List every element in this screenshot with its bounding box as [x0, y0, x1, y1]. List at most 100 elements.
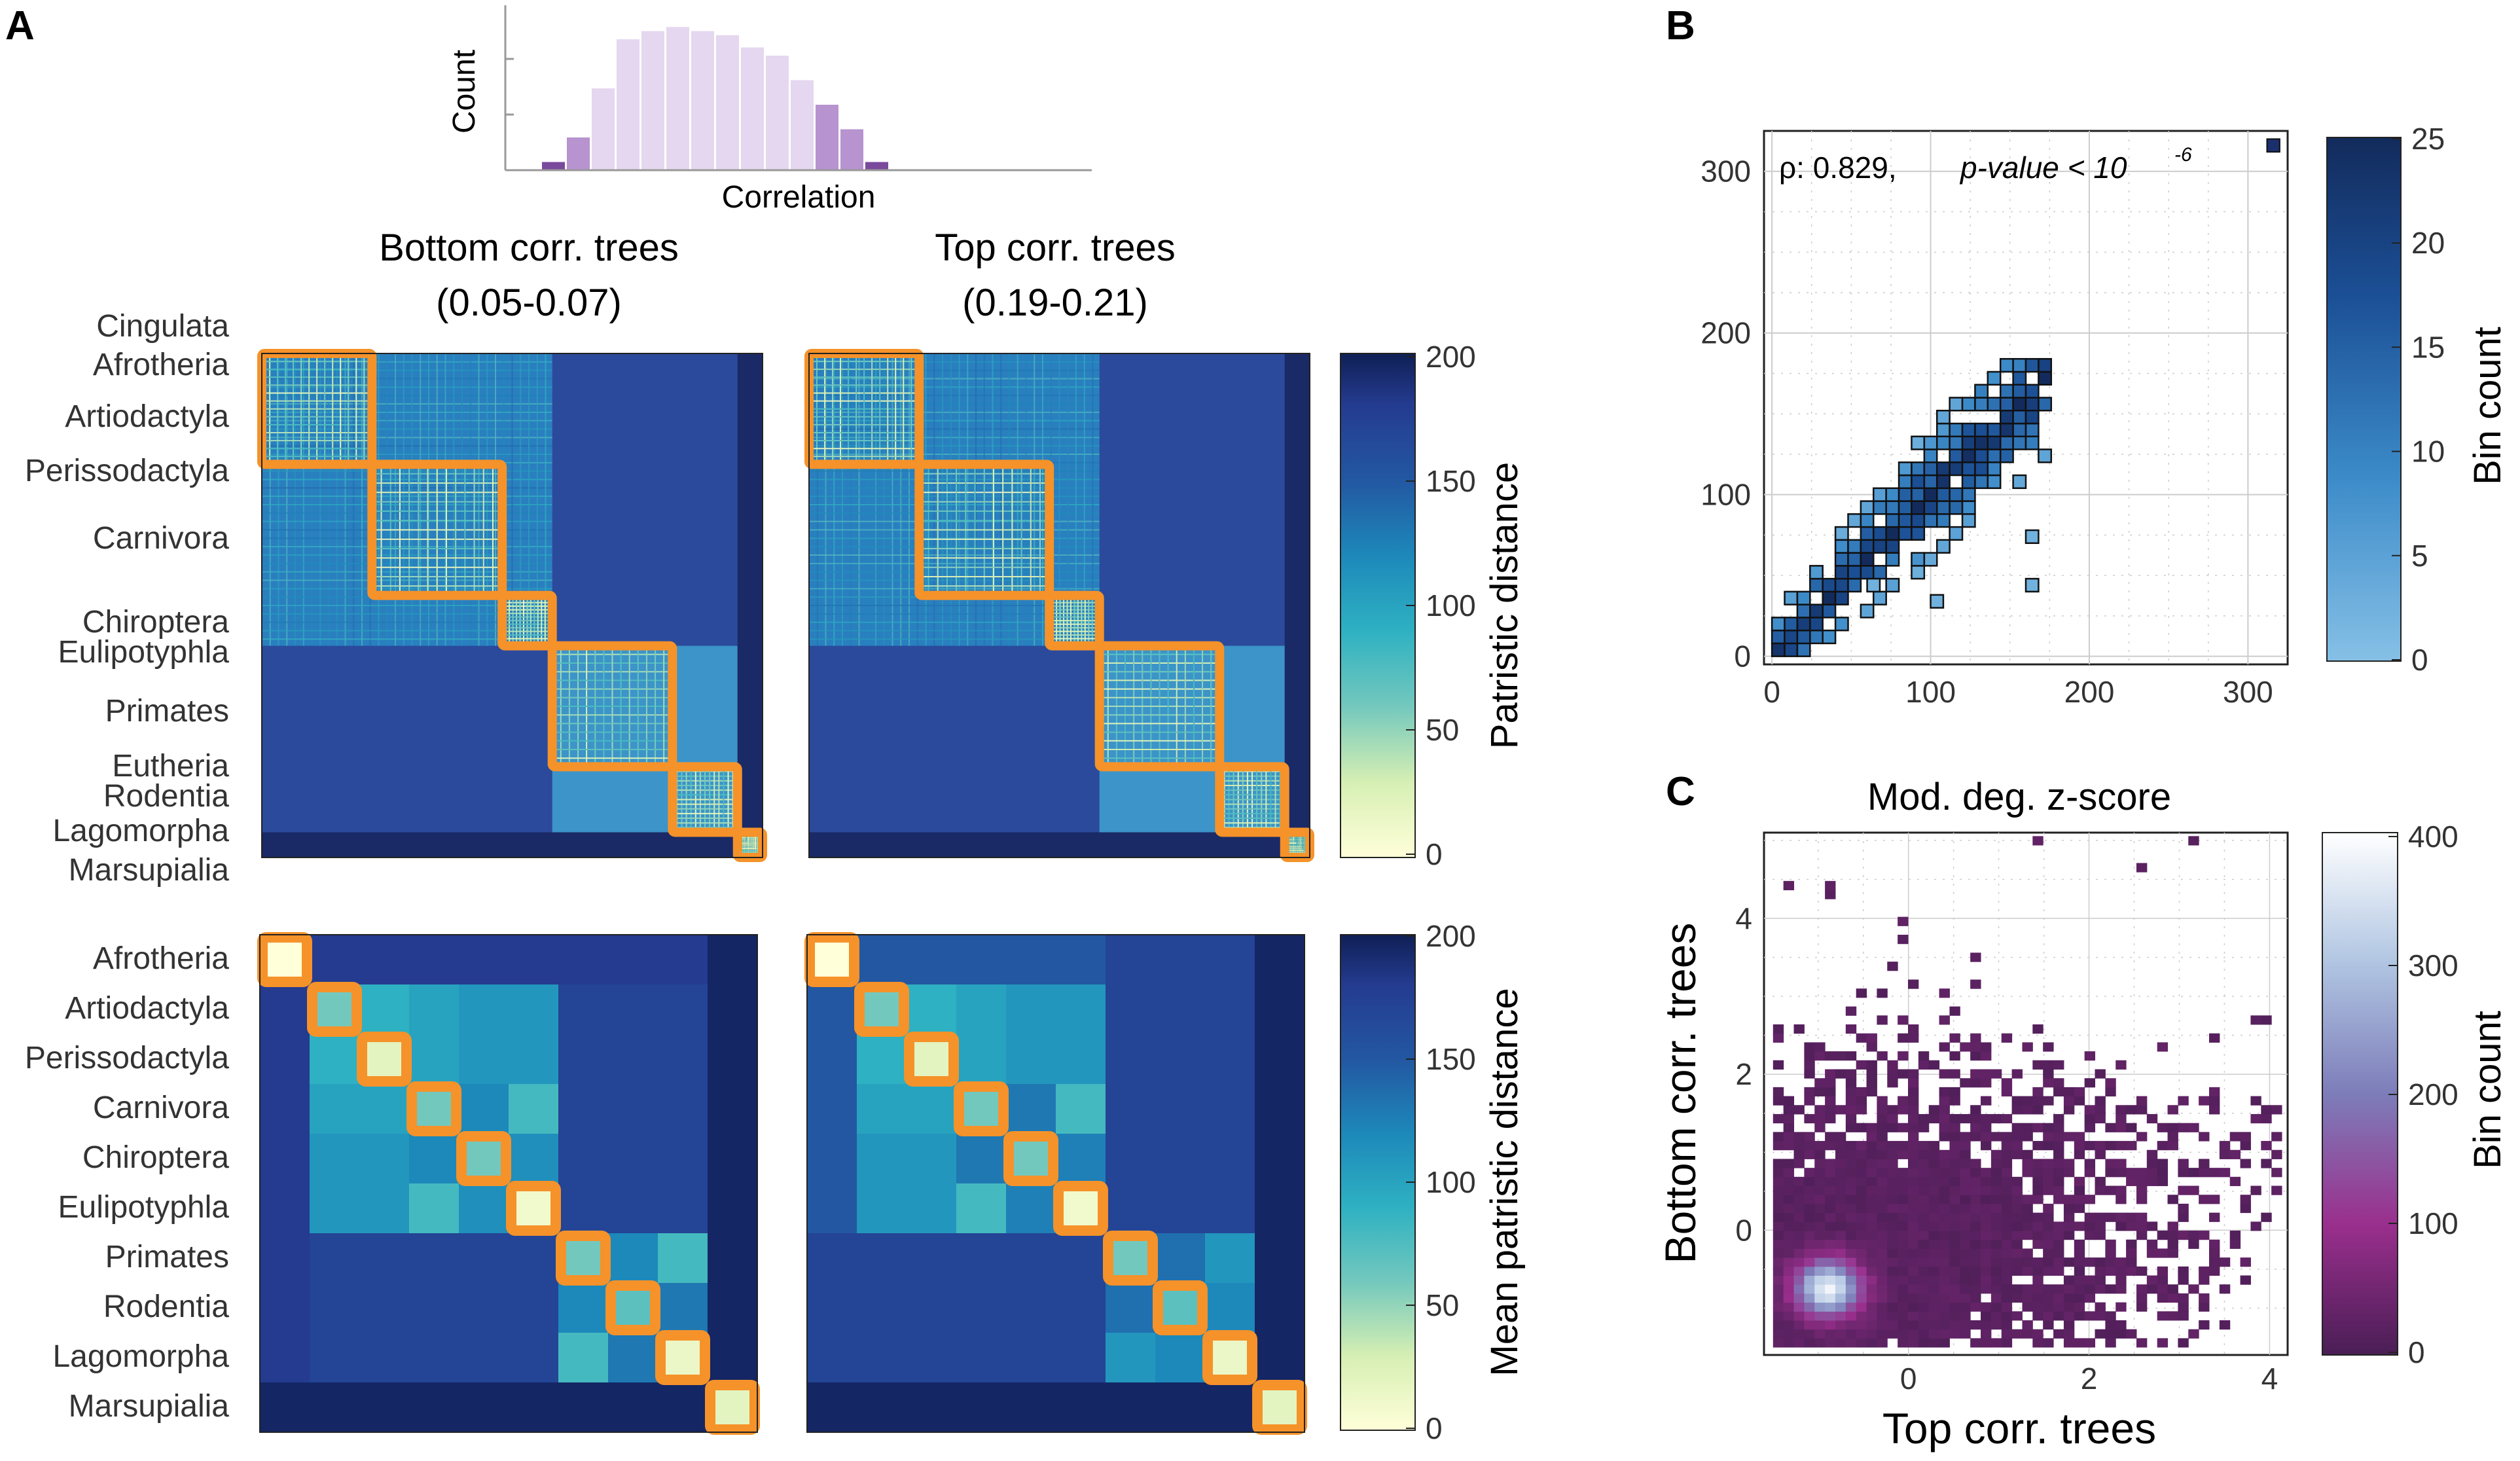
bin-cell	[2167, 1132, 2178, 1142]
bin-cell	[1796, 604, 1811, 619]
bin-cell	[1814, 1329, 1826, 1339]
bin-cell	[2063, 1168, 2075, 1178]
bin-cell	[2043, 1132, 2054, 1142]
bin-cell	[2095, 1257, 2106, 1267]
bin-cell	[2001, 1266, 2013, 1276]
bin-cell	[1981, 1311, 1992, 1321]
mean-matrix-cell	[409, 1283, 459, 1333]
bin-cell	[2240, 1257, 2251, 1267]
bin-cell	[1898, 1239, 1909, 1249]
bin-cell	[2105, 1168, 2116, 1178]
bin-cell	[1939, 1149, 1950, 1159]
bin-cell	[1793, 1176, 1805, 1187]
bin-cell	[1928, 1221, 1940, 1231]
bin-cell	[1856, 1176, 1867, 1187]
mean-matrix-cell	[1006, 1183, 1056, 1234]
bin-cell	[2126, 1248, 2137, 1258]
mean-matrix-cell	[608, 1183, 658, 1234]
bin-cell	[1804, 1149, 1815, 1159]
bin-cell	[1918, 1311, 1930, 1321]
bin-cell	[2011, 1141, 2023, 1151]
bin-cell	[1887, 1185, 1898, 1195]
mean-matrix-cell	[708, 1382, 758, 1433]
bin-cell	[2209, 1105, 2220, 1115]
bin-cell	[2126, 1257, 2137, 1267]
bin-cell	[2199, 1096, 2210, 1106]
bin-cell	[1793, 1105, 1805, 1115]
bin-cell	[1825, 1185, 1836, 1195]
bin-cell	[2011, 1149, 2023, 1159]
bin-cell	[1898, 1168, 1909, 1178]
bin-cell	[1961, 513, 1976, 528]
bin-cell	[1866, 1302, 1877, 1312]
lower-clade-label: Chiroptera	[82, 1140, 229, 1175]
bin-cell	[2043, 1257, 2054, 1267]
diagonal-outline	[854, 982, 909, 1037]
bin-cell	[1835, 1168, 1846, 1178]
mean-matrix-cell	[1006, 935, 1056, 985]
bin-cell	[2209, 1033, 2220, 1043]
bin-cell	[2261, 1113, 2272, 1124]
bin-cell	[1911, 552, 1926, 567]
bin-cell	[1960, 1231, 1971, 1240]
bin-cell	[1939, 1087, 1950, 1097]
mean-matrix-cell	[310, 1283, 360, 1333]
bin-cell	[1939, 1042, 1950, 1052]
bin-cell	[1898, 1293, 1909, 1303]
mean-matrix-cell	[708, 1183, 758, 1234]
bin-cell	[1845, 1257, 1857, 1267]
colorbar-tick-label: 200	[1426, 919, 1476, 953]
bin-cell	[1960, 1320, 1971, 1330]
bin-cell	[1845, 1231, 1857, 1240]
bin-cell	[2043, 1042, 2054, 1052]
bin-cell	[1809, 577, 1824, 593]
bin-cell	[1835, 1248, 1846, 1258]
bin-cell	[1939, 1311, 1950, 1321]
bin-cell	[1814, 1176, 1826, 1187]
bin-cell	[2115, 1284, 2127, 1294]
bin-cell	[1887, 1320, 1898, 1330]
bin-cell	[1981, 1042, 1992, 1052]
bin-cell	[1990, 1149, 2002, 1159]
bin-cell	[1939, 1168, 1950, 1178]
bin-cell	[2199, 1275, 2210, 1285]
bin-cell	[1814, 1168, 1826, 1178]
bin-cell	[1825, 1096, 1836, 1106]
diagonal-outline	[556, 1231, 611, 1286]
bin-cell	[1866, 1060, 1877, 1070]
bin-cell	[1911, 474, 1926, 490]
bin-cell	[1866, 1338, 1877, 1348]
upper-clade-label: Eutheria	[112, 749, 229, 784]
bin-cell	[2250, 1113, 2261, 1124]
mean-matrix-cell	[1255, 1183, 1305, 1234]
hist-bar	[741, 47, 764, 170]
bin-cell	[1814, 1087, 1826, 1097]
bin-cell	[2011, 1293, 2023, 1303]
colorbar-tick-label: 20	[2411, 226, 2445, 260]
bin-cell	[1918, 1212, 1930, 1222]
bin-cell	[2229, 1231, 2241, 1240]
bin-cell	[2095, 1096, 2106, 1106]
bin-cell	[1783, 1159, 1795, 1168]
bin-cell	[2043, 1338, 2054, 1348]
bin-cell	[1825, 1141, 1836, 1151]
bin-cell	[1796, 629, 1811, 645]
mean-matrix-cell	[857, 1333, 907, 1383]
bin-cell	[2011, 1069, 2023, 1079]
bin-cell	[2146, 1221, 2158, 1231]
bin-cell	[1877, 1141, 1888, 1151]
bin-cell	[1918, 1248, 1930, 1258]
bin-cell	[1923, 487, 1938, 502]
bin-cell	[1814, 1293, 1826, 1303]
bin-cell	[1835, 1239, 1846, 1249]
mean-matrix-cell	[1255, 1233, 1305, 1284]
bin-cell	[1887, 1293, 1898, 1303]
bin-cell	[2043, 1248, 2054, 1258]
bin-cell	[1981, 1141, 1992, 1151]
mean-matrix-cell	[509, 1183, 559, 1234]
mean-matrix-top	[804, 932, 1307, 1435]
bin-cell	[1771, 617, 1786, 632]
mean-matrix-cell	[1106, 935, 1156, 985]
bin-cell	[2199, 1320, 2210, 1330]
mean-matrix-cell	[359, 935, 410, 985]
